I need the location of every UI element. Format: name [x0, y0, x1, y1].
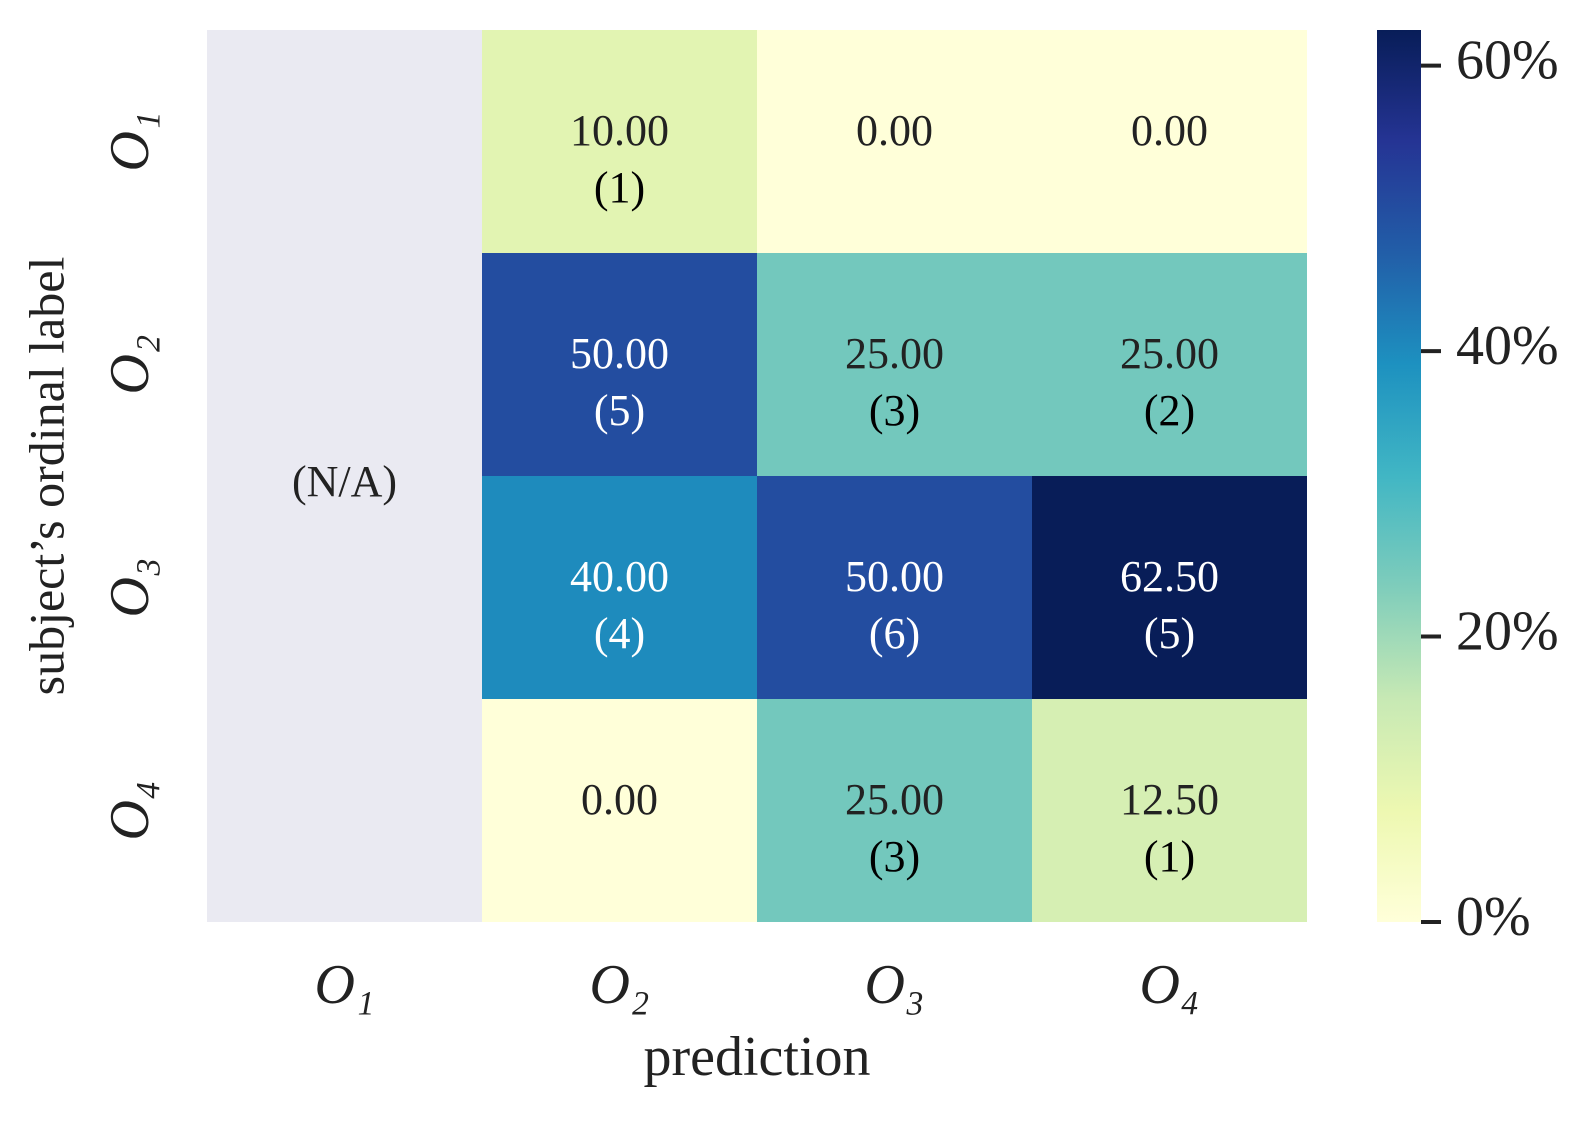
y-tick-label: O₃ — [99, 558, 161, 618]
x-tick-label: O₄ — [1140, 954, 1200, 1016]
na-label: (N/A) — [292, 457, 397, 506]
x-axis-title: prediction — [643, 1026, 870, 1088]
colorbar-tick-label: 40% — [1456, 315, 1559, 377]
cell-value-label: 10.00 — [570, 106, 669, 155]
heatmap-cell — [1032, 699, 1307, 922]
cell-value-label: 0.00 — [1131, 106, 1208, 155]
cell-value-label: 50.00 — [570, 329, 669, 378]
heatmap-cell — [1032, 476, 1307, 699]
heatmap-cell — [757, 30, 1032, 253]
cell-count-label: (1) — [594, 163, 645, 212]
x-tick-label: O₃ — [865, 954, 925, 1016]
heatmap-cell — [482, 30, 757, 253]
y-tick-label: O₁ — [99, 112, 161, 172]
cell-count-label: (2) — [1144, 386, 1195, 435]
y-tick-label: O₂ — [99, 335, 161, 395]
colorbar-tick-label: 0% — [1456, 886, 1531, 948]
cell-count-label: (1) — [1144, 832, 1195, 881]
cell-value-label: 50.00 — [845, 552, 944, 601]
colorbar-tick-label: 20% — [1456, 600, 1559, 662]
cell-count-label: (5) — [594, 386, 645, 435]
cell-value-label: 0.00 — [581, 775, 658, 824]
na-cell — [207, 30, 482, 922]
y-tick-label: O₄ — [99, 781, 161, 841]
heatmap-cell — [1032, 30, 1307, 253]
heatmap-cell — [757, 699, 1032, 922]
cell-value-label: 40.00 — [570, 552, 669, 601]
y-axis-title: subject’s ordinal label — [18, 257, 74, 696]
cell-count-label: (5) — [1144, 609, 1195, 658]
x-tick-label: O₁ — [315, 954, 375, 1016]
colorbar — [1377, 30, 1421, 922]
cell-value-label: 25.00 — [845, 329, 944, 378]
cell-count-label: (3) — [869, 386, 920, 435]
heatmap-cell — [482, 699, 757, 922]
cell-value-label: 62.50 — [1120, 552, 1219, 601]
cell-value-label: 12.50 — [1120, 775, 1219, 824]
cell-value-label: 0.00 — [856, 106, 933, 155]
colorbar-tick-label: 60% — [1456, 30, 1559, 92]
heatmap-cell — [482, 253, 757, 476]
heatmap-cell — [757, 476, 1032, 699]
x-tick-label: O₂ — [590, 954, 650, 1016]
heatmap-cell — [482, 476, 757, 699]
heatmap-cell — [1032, 253, 1307, 476]
cell-count-label: (4) — [594, 609, 645, 658]
cell-count-label: (6) — [869, 609, 920, 658]
cell-count-label: (3) — [869, 832, 920, 881]
heatmap-cell — [757, 253, 1032, 476]
cell-value-label: 25.00 — [845, 775, 944, 824]
cell-value-label: 25.00 — [1120, 329, 1219, 378]
